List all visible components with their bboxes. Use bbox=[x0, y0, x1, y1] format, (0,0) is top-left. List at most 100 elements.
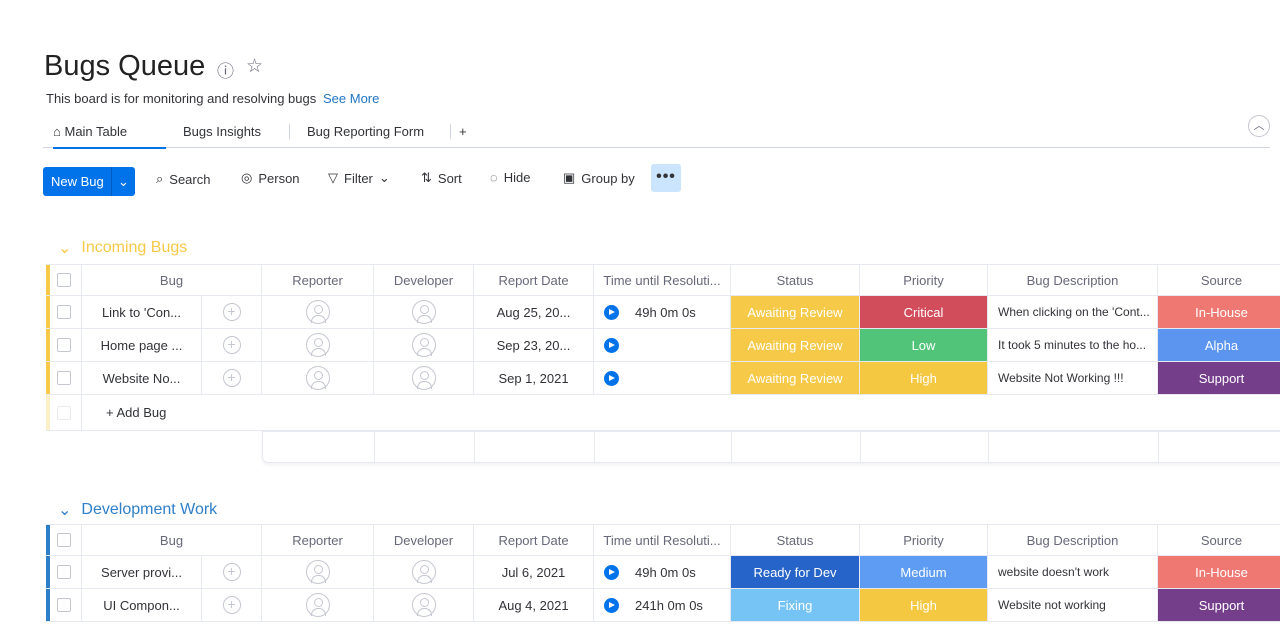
play-icon[interactable] bbox=[604, 370, 619, 386]
person-icon[interactable] bbox=[411, 366, 436, 390]
select-all-checkbox[interactable] bbox=[56, 273, 71, 287]
chevron-down-icon[interactable]: ⌄ bbox=[58, 240, 72, 257]
report-date[interactable]: Aug 4, 2021 bbox=[498, 597, 569, 613]
status-pill[interactable]: Awaiting Review bbox=[731, 362, 860, 394]
priority-pill[interactable]: High bbox=[860, 362, 988, 394]
sort-button[interactable]: ⇅ Sort bbox=[421, 170, 462, 186]
tab-main-table[interactable]: ⌂ Main Table bbox=[53, 124, 166, 149]
column-header[interactable]: Reporter bbox=[262, 265, 374, 295]
priority-pill[interactable]: Medium bbox=[860, 556, 988, 588]
person-icon[interactable] bbox=[305, 593, 330, 617]
column-header[interactable]: Bug Description bbox=[988, 265, 1158, 295]
play-icon[interactable] bbox=[604, 564, 619, 580]
source-pill[interactable]: Support bbox=[1158, 589, 1280, 621]
person-button[interactable]: ◎ Person bbox=[241, 170, 300, 186]
column-header[interactable]: Source bbox=[1158, 265, 1280, 295]
person-icon[interactable] bbox=[411, 560, 436, 584]
play-icon[interactable] bbox=[604, 337, 619, 353]
column-header[interactable]: Developer bbox=[374, 525, 474, 555]
column-header[interactable]: Developer bbox=[374, 265, 474, 295]
priority-pill[interactable]: High bbox=[860, 589, 988, 621]
status-pill[interactable]: Ready for Dev bbox=[731, 556, 860, 588]
developer-cell bbox=[374, 362, 474, 394]
play-icon[interactable] bbox=[604, 597, 619, 613]
group-header[interactable]: ⌄ Development Work bbox=[58, 500, 217, 520]
status-pill[interactable]: Fixing bbox=[731, 589, 860, 621]
row-checkbox[interactable] bbox=[56, 371, 71, 385]
column-header[interactable]: Report Date bbox=[474, 265, 594, 295]
search-button[interactable]: ⌕ Search bbox=[156, 171, 210, 187]
table-row[interactable]: Server provi... + Jul 6, 2021 49h 0m 0s Read… bbox=[46, 556, 1280, 589]
status-pill[interactable]: Awaiting Review bbox=[731, 329, 860, 361]
person-icon[interactable] bbox=[411, 593, 436, 617]
add-update-icon[interactable]: + bbox=[222, 336, 241, 354]
bug-name[interactable]: Server provi... bbox=[101, 564, 182, 580]
bug-name[interactable]: UI Compon... bbox=[103, 597, 180, 613]
priority-pill[interactable]: Critical bbox=[860, 296, 988, 328]
person-icon[interactable] bbox=[305, 333, 330, 357]
column-header[interactable]: Priority bbox=[860, 265, 988, 295]
column-header[interactable]: Time until Resoluti... bbox=[594, 265, 731, 295]
column-header[interactable]: Reporter bbox=[262, 525, 374, 555]
person-icon[interactable] bbox=[411, 300, 436, 324]
column-header[interactable]: Status bbox=[731, 525, 860, 555]
table-row[interactable]: Link to 'Con... + Aug 25, 20... 49h 0m 0s Aw… bbox=[46, 296, 1280, 329]
info-icon[interactable]: ⓘ bbox=[217, 62, 234, 81]
tab-bug-reporting-form[interactable]: Bug Reporting Form bbox=[289, 124, 424, 139]
status-pill[interactable]: Awaiting Review bbox=[731, 296, 860, 328]
table-row[interactable]: Website No... + Sep 1, 2021 Awaiting Review… bbox=[46, 362, 1280, 395]
source-pill[interactable]: In-House bbox=[1158, 296, 1280, 328]
group-by-button[interactable]: ▣ Group by bbox=[563, 170, 635, 186]
chevron-down-icon[interactable]: ⌄ bbox=[378, 170, 390, 185]
column-header[interactable]: Report Date bbox=[474, 525, 594, 555]
column-header[interactable]: Time until Resoluti... bbox=[594, 525, 731, 555]
collapse-header-button[interactable]: ︿ bbox=[1248, 115, 1270, 137]
column-header-bug[interactable]: Bug bbox=[82, 525, 262, 555]
person-icon[interactable] bbox=[305, 300, 330, 324]
add-view-button[interactable]: + bbox=[450, 124, 467, 139]
add-update-icon[interactable]: + bbox=[222, 369, 241, 387]
filter-button[interactable]: ▽ Filter ⌄ bbox=[328, 170, 390, 186]
chevron-down-icon[interactable]: ⌄ bbox=[58, 502, 72, 519]
add-update-icon[interactable]: + bbox=[222, 563, 241, 581]
column-header[interactable]: Priority bbox=[860, 525, 988, 555]
report-date[interactable]: Jul 6, 2021 bbox=[501, 564, 566, 580]
person-icon[interactable] bbox=[411, 333, 436, 357]
more-options-button[interactable]: ••• bbox=[651, 164, 681, 192]
table-row[interactable]: UI Compon... + Aug 4, 2021 241h 0m 0s Fixing… bbox=[46, 589, 1280, 622]
bug-name[interactable]: Link to 'Con... bbox=[101, 304, 182, 320]
table-row[interactable]: Home page ... + Sep 23, 20... Awaiting Revi… bbox=[46, 329, 1280, 362]
tab-bugs-insights[interactable]: Bugs Insights bbox=[183, 124, 262, 139]
bug-name[interactable]: Website No... bbox=[102, 370, 181, 386]
column-header[interactable]: Bug Description bbox=[988, 525, 1158, 555]
column-header-bug[interactable]: Bug bbox=[82, 265, 262, 295]
person-icon[interactable] bbox=[305, 560, 330, 584]
add-bug-input[interactable]: + Add Bug bbox=[82, 395, 1280, 430]
add-row: + Add Bug bbox=[46, 395, 1280, 431]
star-icon[interactable]: ☆ bbox=[246, 56, 264, 77]
person-icon[interactable] bbox=[305, 366, 330, 390]
column-header[interactable]: Source bbox=[1158, 525, 1280, 555]
column-header[interactable]: Status bbox=[731, 265, 860, 295]
bug-name[interactable]: Home page ... bbox=[100, 337, 183, 353]
report-date[interactable]: Aug 25, 20... bbox=[496, 304, 571, 320]
new-bug-button[interactable]: New Bug ⌄ bbox=[43, 167, 135, 196]
row-checkbox[interactable] bbox=[56, 598, 71, 612]
play-icon[interactable] bbox=[604, 304, 619, 320]
report-date[interactable]: Sep 1, 2021 bbox=[498, 370, 569, 386]
row-checkbox[interactable] bbox=[56, 338, 71, 352]
hide-button[interactable]: ◌ Hide bbox=[490, 170, 530, 185]
chevron-down-icon[interactable]: ⌄ bbox=[111, 167, 135, 196]
row-checkbox[interactable] bbox=[56, 565, 71, 579]
group-header[interactable]: ⌄ Incoming Bugs bbox=[58, 238, 187, 258]
add-update-icon[interactable]: + bbox=[222, 303, 241, 321]
source-pill[interactable]: Support bbox=[1158, 362, 1280, 394]
select-all-checkbox[interactable] bbox=[56, 533, 71, 547]
source-pill[interactable]: Alpha bbox=[1158, 329, 1280, 361]
report-date[interactable]: Sep 23, 20... bbox=[496, 337, 571, 353]
priority-pill[interactable]: Low bbox=[860, 329, 988, 361]
add-update-icon[interactable]: + bbox=[222, 596, 241, 614]
row-checkbox[interactable] bbox=[56, 305, 71, 319]
see-more-link[interactable]: See More bbox=[323, 91, 380, 106]
source-pill[interactable]: In-House bbox=[1158, 556, 1280, 588]
